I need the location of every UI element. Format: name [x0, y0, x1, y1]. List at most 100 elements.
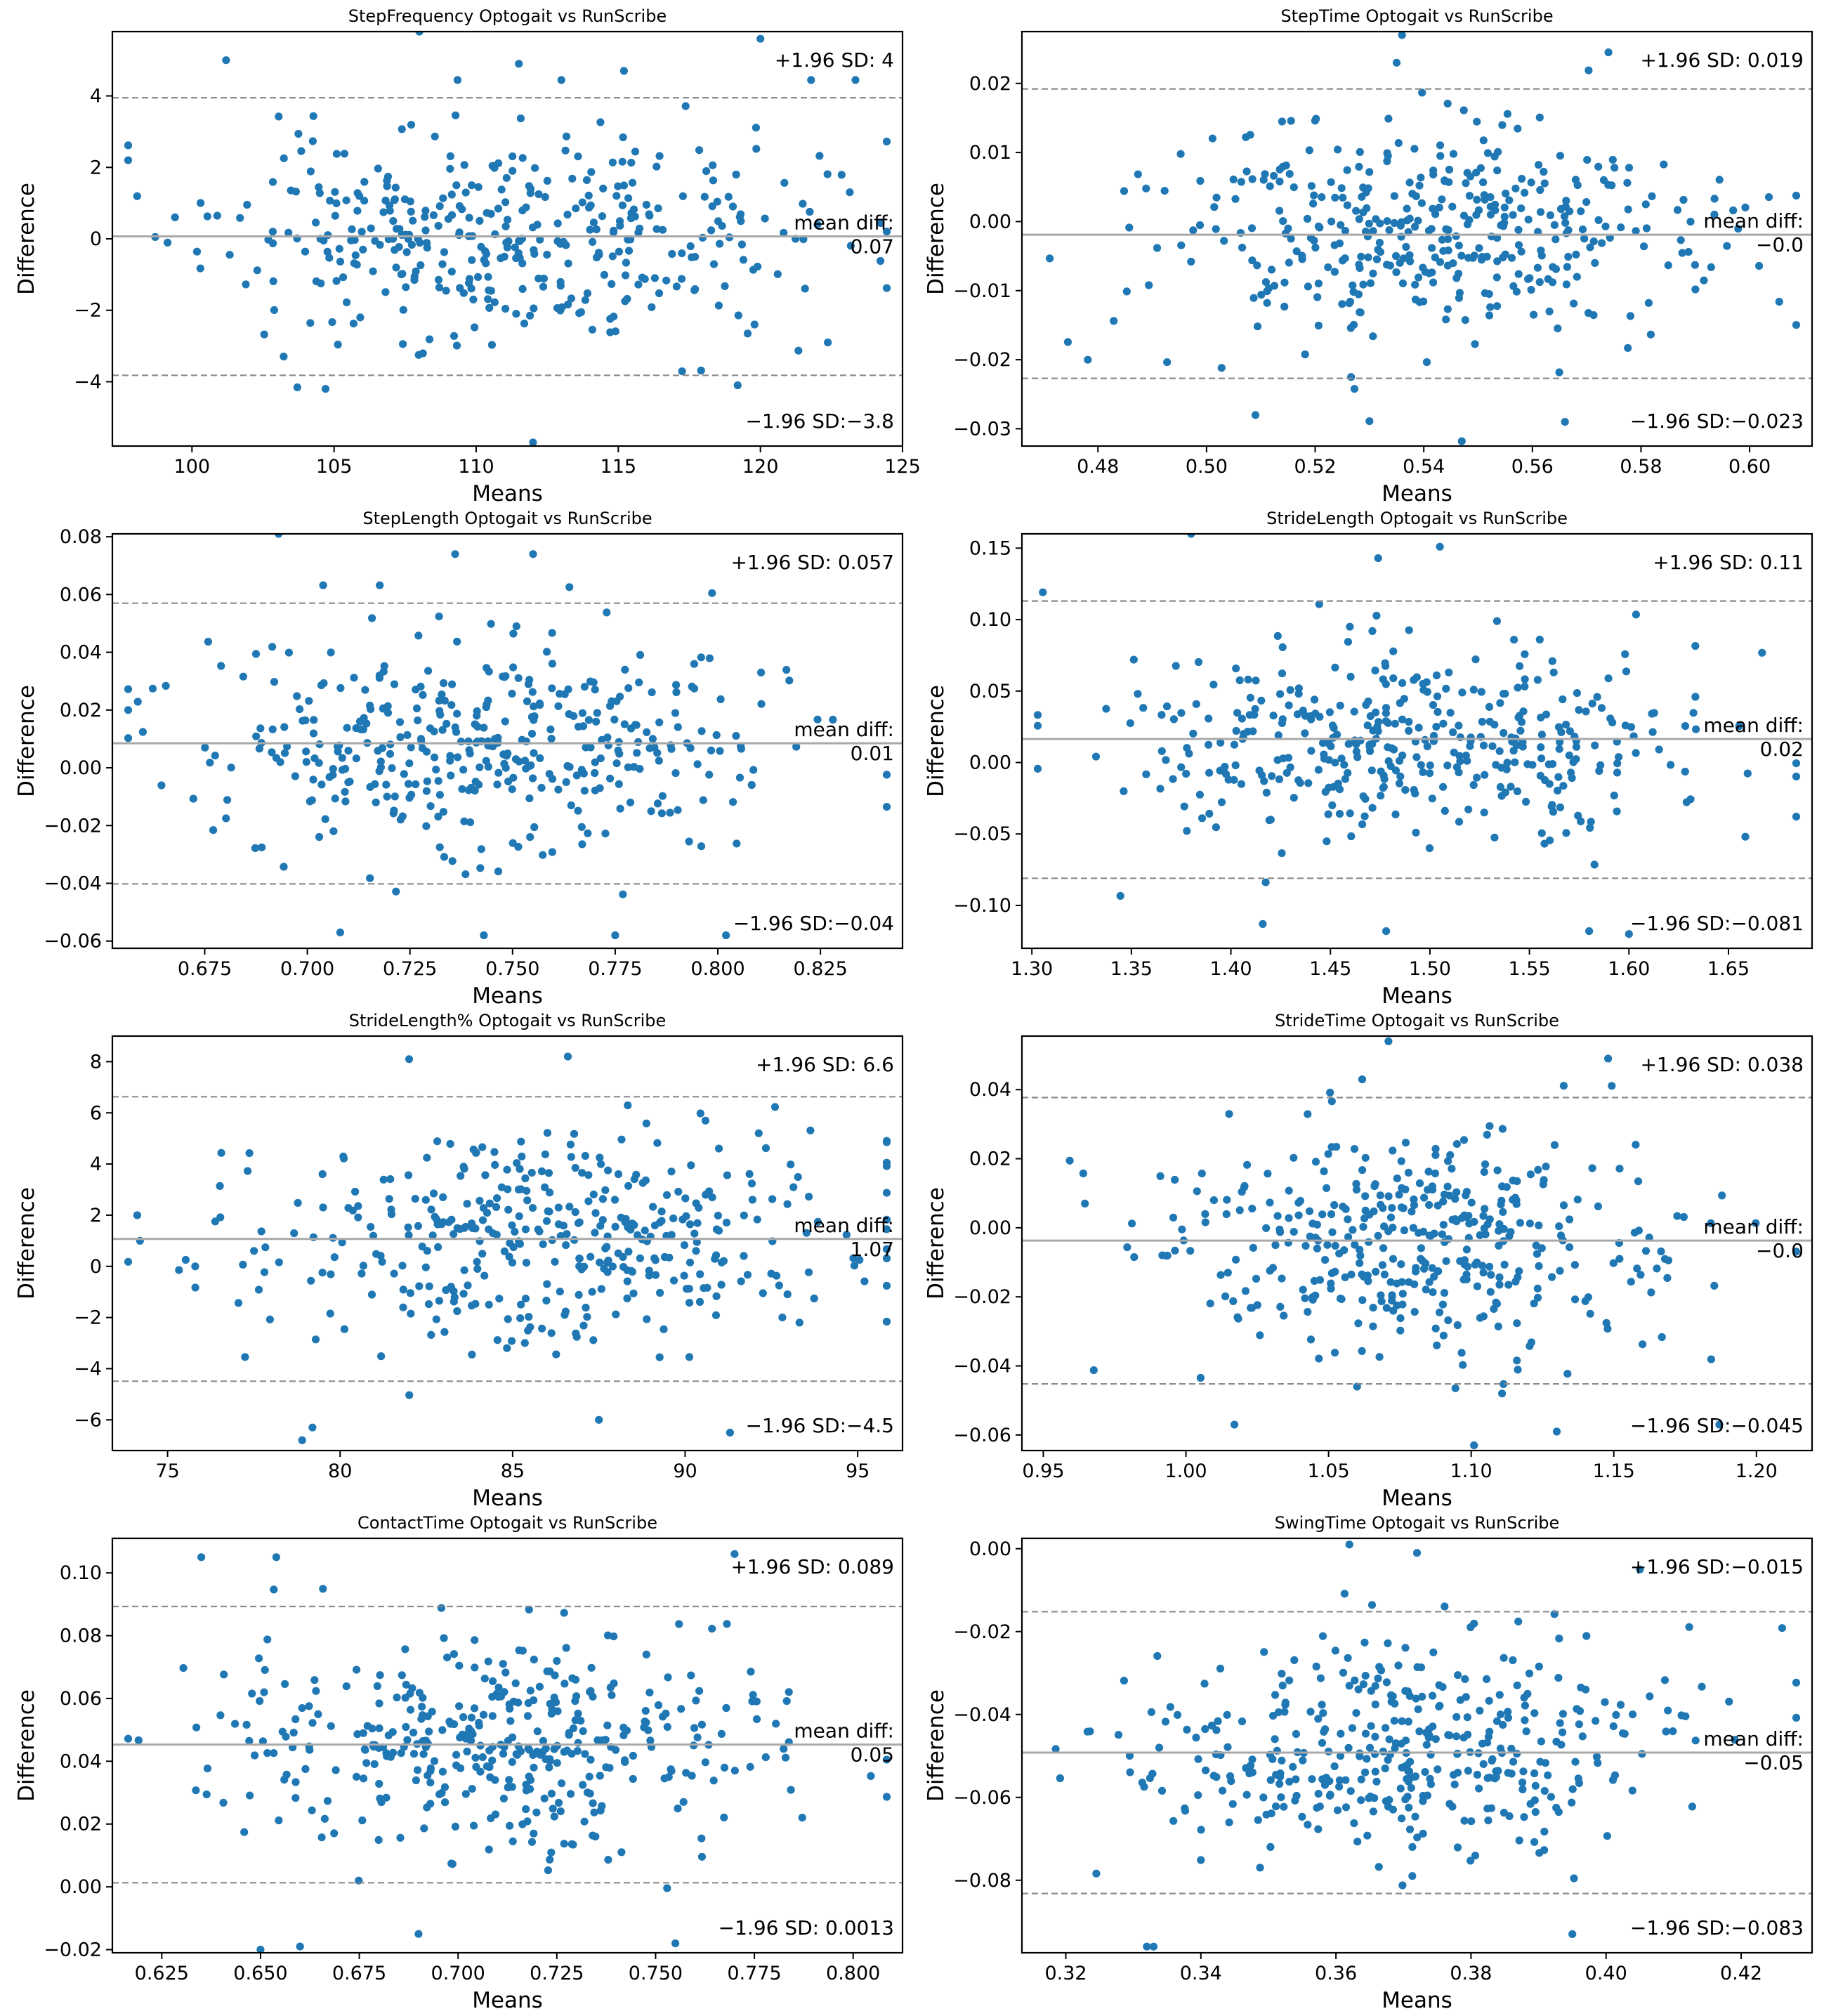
data-point — [1513, 787, 1521, 796]
data-point — [296, 705, 304, 714]
data-point — [688, 1772, 696, 1780]
data-point — [1391, 766, 1400, 775]
data-point — [615, 217, 624, 225]
data-point — [578, 709, 587, 717]
data-point — [1303, 214, 1312, 223]
data-point — [669, 1276, 678, 1285]
data-point — [1552, 1427, 1561, 1436]
data-point — [1231, 195, 1240, 203]
data-point — [621, 665, 629, 674]
data-point — [754, 263, 762, 271]
data-point — [589, 1190, 598, 1198]
data-point — [1480, 809, 1488, 817]
data-point — [315, 183, 323, 192]
data-point — [270, 306, 278, 314]
data-point — [1265, 816, 1273, 825]
data-point — [627, 159, 636, 167]
data-point — [1589, 311, 1598, 320]
data-point — [1367, 766, 1376, 775]
data-point — [268, 643, 277, 651]
data-point — [541, 1150, 550, 1158]
data-point — [722, 1218, 731, 1227]
data-point — [421, 1736, 431, 1745]
data-point — [1372, 708, 1380, 716]
data-point — [407, 207, 415, 216]
data-point — [518, 154, 527, 162]
data-point — [219, 1798, 228, 1807]
data-point — [1615, 753, 1623, 761]
data-point — [1398, 1278, 1406, 1286]
data-point — [1378, 1261, 1386, 1269]
lower-loa-label: −1.96 SD:−0.04 — [733, 912, 894, 935]
data-point — [383, 792, 391, 801]
data-point — [851, 76, 860, 84]
data-point — [1412, 673, 1421, 681]
data-point — [530, 1829, 538, 1838]
data-point — [1344, 1743, 1353, 1752]
data-point — [588, 325, 597, 334]
data-point — [1280, 1311, 1288, 1320]
data-point — [1500, 728, 1508, 738]
data-point — [1400, 695, 1408, 703]
data-point — [376, 581, 384, 589]
data-point — [435, 283, 444, 292]
data-point — [1449, 259, 1457, 268]
data-point — [746, 1762, 754, 1771]
data-point — [1126, 719, 1134, 728]
data-point — [603, 608, 611, 617]
data-point — [1514, 270, 1523, 278]
data-point — [1481, 771, 1489, 779]
data-point — [291, 1794, 300, 1802]
data-point — [1330, 1200, 1339, 1210]
data-point — [1380, 1270, 1389, 1278]
data-point — [533, 221, 542, 229]
data-point — [191, 1283, 199, 1292]
data-point — [359, 1774, 368, 1783]
data-point — [1524, 216, 1533, 224]
data-point — [542, 1296, 551, 1305]
data-point — [354, 1213, 362, 1222]
data-point — [1369, 1322, 1377, 1330]
data-point — [1163, 358, 1172, 367]
data-point — [1194, 1791, 1202, 1800]
data-point — [1396, 772, 1405, 780]
mean-diff-label: mean diff: — [1703, 1215, 1804, 1238]
data-point — [574, 152, 582, 161]
data-point — [1419, 686, 1428, 694]
data-point — [405, 1055, 414, 1063]
data-point — [1638, 1750, 1646, 1758]
data-point — [1573, 1196, 1582, 1204]
data-point — [415, 1689, 424, 1697]
data-point — [1310, 191, 1318, 199]
data-point — [1398, 679, 1407, 688]
data-point — [553, 1656, 561, 1665]
data-point — [1198, 814, 1207, 823]
data-point — [211, 752, 219, 760]
data-point — [1512, 1200, 1521, 1208]
data-point — [562, 1644, 570, 1652]
data-point — [265, 1315, 274, 1323]
data-point — [1561, 418, 1569, 426]
data-point — [719, 1257, 728, 1265]
data-point — [489, 742, 497, 751]
data-point — [1223, 1710, 1231, 1719]
data-point — [529, 1750, 537, 1759]
data-point — [530, 823, 539, 832]
data-point — [515, 1212, 523, 1221]
data-point — [453, 709, 461, 718]
lower-loa-label: −1.96 SD:−0.083 — [1630, 1916, 1804, 1939]
data-point — [1485, 717, 1494, 726]
data-point — [1415, 1727, 1424, 1736]
data-point — [1232, 1255, 1240, 1264]
data-point — [1629, 1710, 1637, 1719]
x-tick-label: 0.725 — [383, 958, 437, 980]
data-point — [1484, 1817, 1492, 1825]
data-point — [317, 780, 326, 789]
data-point — [674, 806, 682, 814]
data-point — [1644, 299, 1653, 307]
data-point — [1377, 792, 1385, 800]
data-point — [1249, 1243, 1257, 1252]
data-point — [1436, 152, 1445, 160]
data-point — [1349, 281, 1357, 289]
data-point — [508, 1258, 517, 1267]
